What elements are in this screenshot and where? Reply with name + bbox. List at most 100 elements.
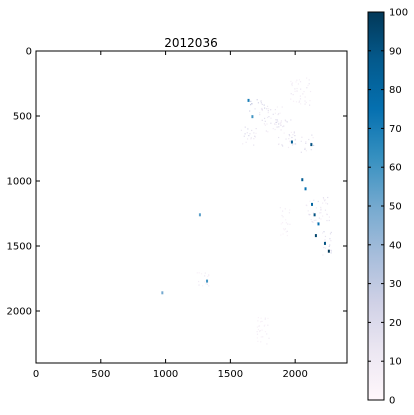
heatmap-hotspot [301, 178, 304, 182]
colorbar-tick-label: 30 [389, 279, 402, 290]
heatmap-cell [330, 250, 332, 252]
heatmap-cell [242, 143, 244, 145]
heatmap-cell [292, 100, 295, 102]
heatmap-cell [302, 93, 304, 95]
heatmap-cell [272, 127, 274, 130]
heatmap-cell [311, 220, 313, 223]
heatmap-cell [280, 123, 282, 125]
heatmap-cell [270, 117, 272, 119]
heatmap-cell [275, 121, 278, 123]
heatmap-cell [294, 139, 296, 141]
heatmap-cell [319, 212, 321, 214]
heatmap-cluster [259, 105, 284, 133]
heatmap-cell [254, 136, 257, 138]
heatmap-cell [275, 119, 277, 121]
heatmap-hotspot [247, 98, 250, 102]
heatmap-cell [288, 212, 290, 214]
heatmap-cell [255, 132, 257, 134]
heatmap-cell [266, 105, 269, 108]
heatmap-cell [206, 283, 209, 285]
heatmap-cell [278, 126, 280, 128]
x-tick-label: 2000 [282, 369, 307, 380]
heatmap-cell [304, 96, 306, 98]
heatmap-cell [292, 94, 294, 96]
heatmap-hotspot [206, 279, 209, 283]
heatmap-cell [300, 88, 302, 90]
heatmap-cell [262, 336, 264, 338]
heatmap-cell [290, 93, 292, 95]
heatmap-cell [290, 131, 293, 133]
heatmap-cell [308, 214, 310, 216]
heatmap-cell [249, 110, 251, 112]
heatmap-cell [304, 148, 306, 150]
heatmap-cell [309, 100, 311, 102]
heatmap-cell [245, 141, 247, 143]
x-tick-label: 0 [33, 369, 39, 380]
heatmap-cell [282, 216, 284, 218]
heatmap-cell [324, 199, 326, 201]
heatmap-hotspot [323, 241, 326, 245]
heatmap-cell [299, 81, 302, 83]
heatmap-cell [324, 247, 327, 249]
heatmap-cell [258, 325, 261, 327]
heatmap-cell [266, 343, 268, 345]
heatmap-cell [270, 109, 272, 111]
heatmap-cell [250, 100, 252, 102]
heatmap-cell [274, 128, 276, 131]
heatmap-cell [270, 122, 272, 124]
heatmap-cell [294, 138, 297, 141]
heatmap-cell [282, 125, 284, 128]
heatmap-cluster [240, 126, 257, 146]
heatmap-cluster [305, 196, 331, 224]
heatmap-cell [309, 200, 311, 202]
heatmap-hotspot [198, 213, 201, 217]
heatmap-cell [256, 326, 259, 328]
colorbar-tick-label: 0 [389, 396, 395, 407]
heatmap-cell [257, 317, 259, 319]
heatmap-cell [287, 146, 290, 149]
colorbar-tick-label: 20 [389, 318, 402, 329]
heatmap-cluster [249, 99, 266, 112]
heatmap-cell [284, 208, 286, 210]
heatmap-cell [256, 337, 258, 339]
heatmap-cell [257, 102, 260, 104]
heatmap-cell [263, 123, 266, 125]
heatmap-cluster [275, 119, 297, 149]
heatmap-cell [249, 133, 251, 135]
heatmap-cell [243, 135, 245, 137]
heatmap-cell [260, 336, 262, 338]
heatmap-cell [300, 140, 302, 142]
heatmap-cell [308, 104, 311, 106]
heatmap-cell [298, 100, 301, 102]
heatmap-cell [310, 218, 312, 221]
colorbar-tick-label: 70 [389, 124, 402, 135]
heatmap-cells [196, 77, 332, 345]
heatmap-cell [276, 119, 279, 121]
heatmap-cell [207, 275, 209, 278]
heatmap-cell [258, 325, 260, 327]
heatmap-cell [289, 135, 291, 137]
colorbar-tick-label: 60 [389, 163, 402, 174]
heatmap-cell [204, 272, 206, 274]
heatmap-plot-area: 0 500 1000 1500 2000 0 500 1000 1500 2000 [7, 47, 348, 380]
heatmap-cell [295, 101, 298, 103]
heatmap-cell [308, 138, 310, 141]
heatmap-cell [281, 106, 283, 108]
heatmap-cell [275, 123, 277, 126]
heatmap-cluster [279, 207, 291, 237]
heatmap-cell [291, 83, 293, 85]
heatmap-cluster [321, 231, 332, 256]
heatmap-cell [277, 121, 279, 123]
heatmap-cell [268, 337, 270, 339]
heatmap-cell [303, 90, 305, 93]
colorbar-tick-label: 100 [389, 8, 408, 19]
heatmap-cell [280, 124, 282, 126]
heatmap-cell [285, 138, 287, 140]
x-tick-label: 500 [91, 369, 110, 380]
heatmap-cell [282, 210, 284, 212]
heatmap-cell [288, 138, 290, 140]
heatmap-cell [328, 245, 330, 248]
plot-background [36, 51, 347, 363]
heatmap-cell [313, 219, 315, 222]
heatmap-cell [277, 113, 280, 115]
